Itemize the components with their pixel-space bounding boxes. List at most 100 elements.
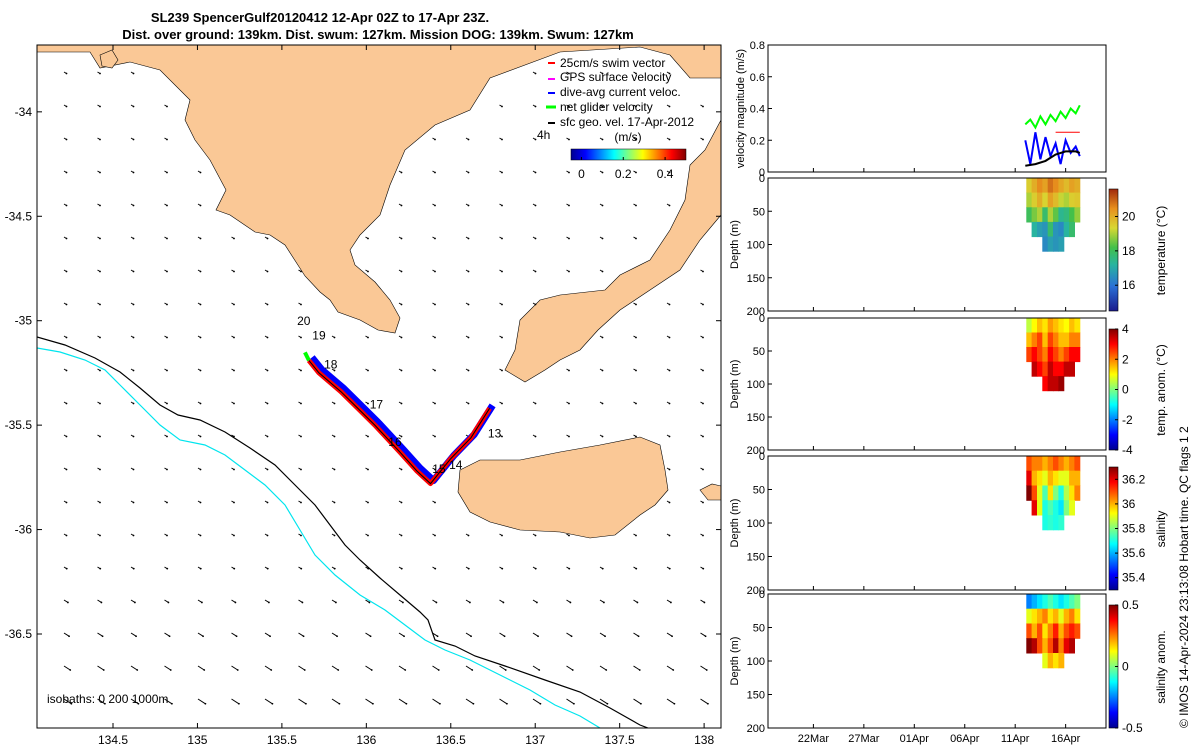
heatmap-cell: [1058, 207, 1065, 223]
geostrophic-vector-arrow: [432, 302, 436, 306]
heatmap-cell: [1074, 594, 1081, 610]
geostrophic-vector-arrow: [197, 368, 202, 372]
geostrophic-vector-arrow: [130, 698, 140, 705]
heatmap-cell: [1069, 638, 1075, 654]
heatmap-cell: [1053, 178, 1059, 194]
geostrophic-vector-arrow: [231, 698, 240, 705]
vector-head: [534, 72, 537, 75]
map-x-tick-label: 135: [187, 733, 207, 747]
heatmap-cell: [1031, 623, 1038, 639]
vector-shaft: [63, 698, 72, 705]
geostrophic-vector-arrow: [599, 203, 604, 207]
heatmap-cell: [1053, 456, 1059, 472]
vector-shaft: [197, 632, 204, 637]
geostrophic-vector-arrow: [130, 434, 135, 438]
geostrophic-vector-arrow: [264, 335, 269, 339]
heatmap-cell: [1053, 236, 1059, 252]
vector-head: [199, 402, 202, 405]
vector-head: [367, 435, 369, 438]
vector-head: [404, 669, 407, 671]
geostrophic-vector-arrow: [599, 665, 608, 671]
heatmap-cell: [1074, 192, 1081, 208]
heatmap-cell: [1053, 653, 1059, 669]
geostrophic-vector-arrow: [298, 467, 302, 471]
heatmap-cell: [1042, 456, 1049, 472]
geostrophic-vector-arrow: [197, 236, 202, 240]
geostrophic-vector-arrow: [666, 335, 671, 339]
heatmap-cell: [1026, 470, 1033, 486]
vector-head: [467, 171, 470, 174]
geostrophic-vector-arrow: [164, 632, 171, 638]
vector-head: [501, 171, 503, 174]
vector-head: [300, 567, 303, 570]
vector-head: [403, 635, 405, 638]
heatmap-cell: [1058, 318, 1065, 334]
geostrophic-vector-arrow: [63, 566, 68, 570]
heatmap-cell: [1047, 318, 1054, 334]
vector-head: [568, 402, 570, 405]
day-label: 15: [432, 462, 446, 476]
vector-head: [169, 669, 172, 671]
heatmap-cell: [1069, 608, 1075, 624]
geostrophic-vector-arrow: [97, 170, 101, 174]
heatmap-cell: [1058, 192, 1065, 208]
geostrophic-vector-arrow: [666, 500, 671, 504]
geostrophic-vector-arrow: [63, 269, 68, 273]
geostrophic-vector-arrow: [532, 170, 537, 174]
heatmap-cell: [1026, 192, 1033, 208]
heatmap-cell: [1047, 347, 1054, 363]
vector-head: [300, 435, 302, 438]
vector-head: [601, 270, 604, 273]
vector-head: [467, 534, 470, 537]
geostrophic-vector-arrow: [63, 170, 68, 174]
vector-head: [568, 369, 570, 372]
panel-colorbar-tick-label: 16: [1122, 278, 1136, 292]
panel-y-tick-label: 100: [747, 379, 765, 391]
panel-colorbar-label: temp. anom. (°C): [1154, 344, 1168, 436]
geostrophic-vector-arrow: [599, 71, 604, 75]
vector-shaft: [298, 698, 307, 705]
geostrophic-vector-arrow: [97, 632, 104, 638]
heatmap-cell: [1069, 623, 1075, 639]
panel-background: [768, 45, 1106, 172]
vector-head: [534, 303, 537, 306]
geostrophic-vector-arrow: [231, 500, 235, 504]
vector-head: [234, 601, 237, 604]
geostrophic-vector-arrow: [700, 368, 704, 372]
vector-head: [233, 402, 235, 405]
vector-head: [506, 702, 508, 705]
geostrophic-vector-arrow: [700, 500, 704, 504]
heatmap-cell: [1069, 485, 1075, 501]
vector-head: [132, 171, 135, 174]
vector-head: [65, 534, 68, 537]
heatmap-cell: [1058, 332, 1065, 348]
geostrophic-vector-arrow: [164, 335, 168, 339]
vector-head: [367, 468, 369, 471]
vector-head: [502, 601, 505, 604]
geostrophic-vector-arrow: [365, 665, 373, 671]
heatmap-cell: [1063, 221, 1070, 238]
vector-head: [668, 501, 671, 504]
vector-head: [333, 534, 336, 537]
heatmap-cell: [1063, 623, 1070, 639]
speed-colorbar-label: (m/s): [614, 130, 641, 144]
geostrophic-vector-arrow: [566, 599, 572, 604]
geostrophic-vector-arrow: [633, 203, 637, 207]
geostrophic-vector-arrow: [130, 599, 136, 604]
panel-colorbar-tick-label: -4: [1122, 443, 1133, 457]
vector-head: [400, 303, 403, 306]
geostrophic-vector-arrow: [298, 302, 302, 306]
map-x-tick-label: 138: [694, 733, 714, 747]
geostrophic-vector-arrow: [432, 203, 436, 207]
land-eyre-peninsula: [37, 45, 721, 334]
panel-y-label: Depth (m): [729, 637, 741, 686]
geostrophic-vector-arrow: [298, 434, 302, 438]
geostrophic-vector-arrow: [130, 665, 139, 671]
geostrophic-vector-arrow: [465, 335, 470, 339]
geostrophic-vector-arrow: [365, 368, 369, 372]
geostrophic-vector-arrow: [63, 302, 68, 306]
geostrophic-vector-arrow: [264, 533, 269, 537]
vector-shaft: [599, 632, 606, 637]
vector-head: [99, 468, 101, 471]
vector-head: [635, 171, 637, 174]
